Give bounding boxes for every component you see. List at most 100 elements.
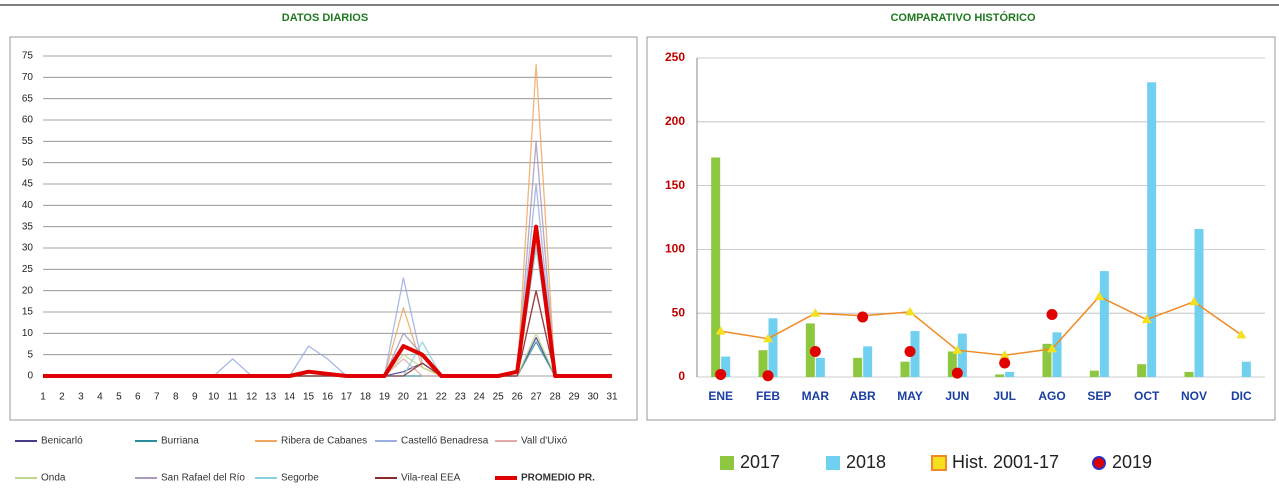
x-tick-label: 20	[398, 392, 410, 403]
x-tick-label: 8	[173, 392, 179, 403]
x-tick-label: 12	[246, 392, 258, 403]
chart-frame	[9, 36, 638, 421]
y-tick-label: 200	[665, 114, 685, 128]
x-tick-label: 5	[116, 392, 122, 403]
point	[715, 368, 727, 380]
bar	[1194, 228, 1204, 377]
legend-label: 2019	[1112, 452, 1152, 472]
x-tick-label: 25	[493, 392, 505, 403]
legend-label: Hist. 2001-17	[952, 452, 1059, 472]
legend-swatch	[931, 455, 947, 471]
line-marker	[1094, 291, 1105, 301]
y-tick-label: 25	[22, 264, 34, 275]
y-tick-label: 60	[22, 115, 34, 126]
x-tick-label: ABR	[850, 389, 876, 403]
y-tick-label: 15	[22, 307, 34, 318]
y-tick-label: 35	[22, 221, 34, 232]
x-tick-label: 7	[154, 392, 160, 403]
y-tick-label: 150	[665, 178, 685, 192]
point	[762, 370, 774, 382]
y-tick-label: 50	[672, 305, 686, 319]
x-tick-label: MAY	[897, 389, 923, 403]
x-tick-label: 24	[474, 392, 486, 403]
line-marker	[810, 308, 821, 317]
bar	[1147, 82, 1157, 377]
y-tick-label: 0	[678, 369, 685, 383]
x-tick-label: 2	[59, 392, 65, 403]
y-tick-label: 45	[22, 179, 34, 190]
bar	[957, 333, 967, 377]
x-tick-label: 6	[135, 392, 141, 403]
line	[43, 336, 612, 377]
point	[857, 311, 869, 323]
y-tick-label: 40	[22, 200, 34, 211]
bar	[1184, 371, 1194, 377]
line	[720, 295, 1242, 357]
x-tick-label: 3	[78, 392, 84, 403]
x-tick-label: 31	[606, 392, 618, 403]
bar	[768, 318, 778, 377]
legend-label: Castelló Benadresa	[401, 436, 489, 447]
x-tick-label: SEP	[1087, 389, 1111, 403]
legend-label: San Rafael del Río	[161, 473, 245, 484]
line-marker	[999, 350, 1010, 359]
bar	[1137, 364, 1147, 377]
x-tick-label: 27	[531, 392, 543, 403]
line	[43, 63, 612, 377]
y-tick-label: 250	[665, 50, 685, 64]
line	[43, 224, 612, 378]
y-tick-label: 70	[22, 72, 34, 83]
y-tick-label: 50	[22, 157, 34, 168]
legend-label: 2018	[846, 452, 886, 472]
legend-label: Burriana	[161, 436, 199, 447]
y-tick-label: 100	[665, 242, 685, 256]
line-marker	[952, 345, 963, 354]
x-tick-label: MAR	[802, 389, 830, 403]
y-tick-label: 20	[22, 285, 34, 296]
y-tick-label: 5	[27, 349, 33, 360]
legend-label: Onda	[41, 473, 66, 484]
x-tick-label: 23	[455, 392, 467, 403]
x-tick-label: 11	[227, 392, 238, 403]
y-tick-label: 0	[27, 371, 33, 382]
bar	[900, 361, 910, 377]
x-tick-label: OCT	[1134, 389, 1160, 403]
bar	[947, 351, 957, 377]
y-tick-label: 30	[22, 243, 34, 254]
x-tick-label: NOV	[1181, 389, 1207, 403]
x-tick-label: 22	[436, 392, 448, 403]
legend-label: Ribera de Cabanes	[281, 436, 367, 447]
x-tick-label: AGO	[1038, 389, 1065, 403]
bar	[1052, 332, 1062, 377]
line-marker	[763, 333, 773, 343]
y-tick-label: 10	[22, 328, 34, 339]
x-tick-label: 17	[341, 392, 353, 403]
bar	[1241, 361, 1251, 377]
legend-swatch	[826, 456, 840, 470]
line-marker	[1236, 329, 1247, 339]
legend-label: Vila-real EEA	[401, 473, 461, 484]
x-tick-label: DIC	[1231, 389, 1252, 403]
point	[904, 345, 916, 357]
legend-label: PROMEDIO PR.	[521, 473, 595, 484]
x-tick-label: 26	[512, 392, 524, 403]
x-tick-label: 18	[360, 392, 372, 403]
line-marker	[1189, 296, 1199, 306]
bar	[815, 357, 825, 377]
x-tick-label: 29	[569, 392, 581, 403]
x-tick-label: 28	[550, 392, 562, 403]
bar	[1005, 371, 1015, 377]
bar	[995, 374, 1005, 377]
legend-label: Benicarló	[41, 436, 83, 447]
line-marker	[1047, 343, 1057, 353]
legend-label: 2017	[740, 452, 780, 472]
bar	[863, 346, 873, 377]
point	[999, 357, 1011, 369]
point	[809, 345, 821, 357]
legend-swatch	[1092, 456, 1106, 470]
legend-label: Vall d'Uixó	[521, 436, 568, 447]
bar	[1089, 370, 1099, 377]
x-tick-label: 15	[303, 392, 315, 403]
